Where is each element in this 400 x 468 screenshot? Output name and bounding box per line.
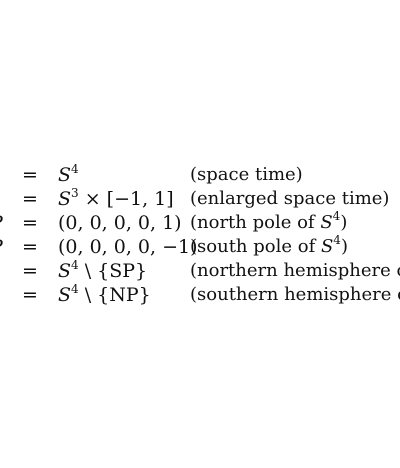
rhs-expression: S4 \ {NP}: [58, 283, 151, 307]
annotation: (southern hemisphere of S: [190, 284, 400, 305]
annotation: (space time): [190, 164, 303, 185]
lhs-symbol: P: [0, 211, 3, 235]
equation-row-3: P = (0, 0, 0, 0, 1) (north pole of S4): [0, 209, 400, 235]
rhs-expression: (0, 0, 0, 0, −1): [58, 236, 198, 258]
annotation-text: (north pole of: [190, 212, 321, 233]
rhs-base: S: [58, 188, 72, 210]
rhs-superscript: 3: [71, 186, 79, 200]
rhs-rest: \ {NP}: [78, 284, 151, 306]
annotation-close: ): [340, 212, 348, 233]
rhs-expression: (0, 0, 0, 0, 1): [58, 212, 182, 234]
rhs-rest: × [−1, 1]: [78, 188, 174, 210]
equation-row-1: = S4 (space time): [0, 163, 400, 187]
annotation-text: (south pole of: [190, 236, 321, 257]
equals-sign: =: [22, 164, 38, 186]
equals-sign: =: [22, 188, 38, 210]
equation-row-5: = S4 \ {SP} (northern hemisphere of S: [0, 259, 400, 283]
equals-sign: =: [22, 260, 38, 282]
annotation: (enlarged space time): [190, 188, 390, 209]
annotation: (south pole of S4): [190, 233, 348, 259]
annotation-math: S: [320, 212, 333, 233]
annotation-superscript: 4: [333, 233, 341, 247]
rhs-superscript: 4: [71, 282, 79, 296]
annotation: (north pole of S4): [190, 209, 348, 235]
rhs-base: S: [58, 260, 72, 282]
rhs-expression: S3 × [−1, 1]: [58, 187, 174, 211]
annotation-close: ): [340, 236, 348, 257]
rhs-rest: \ {SP}: [78, 260, 148, 282]
annotation-math: S: [320, 236, 334, 257]
equals-sign: =: [22, 236, 38, 258]
equals-sign: =: [22, 212, 38, 234]
rhs-superscript: 4: [71, 258, 79, 272]
equals-sign: =: [22, 284, 38, 306]
equation-row-2: = S3 × [−1, 1] (enlarged space time): [0, 187, 400, 211]
equation-row-6: = S4 \ {NP} (southern hemisphere of S: [0, 283, 400, 307]
annotation-superscript: 4: [332, 209, 341, 223]
equation-row-4: P = (0, 0, 0, 0, −1) (south pole of S4): [0, 233, 400, 259]
rhs-base: S: [58, 164, 72, 186]
lhs-symbol: P: [0, 235, 3, 259]
rhs-expression: S4: [58, 163, 79, 187]
rhs-base: S: [58, 284, 72, 306]
annotation: (northern hemisphere of S: [190, 260, 400, 281]
rhs-expression: S4 \ {SP}: [58, 259, 147, 283]
rhs-superscript: 4: [71, 162, 79, 176]
